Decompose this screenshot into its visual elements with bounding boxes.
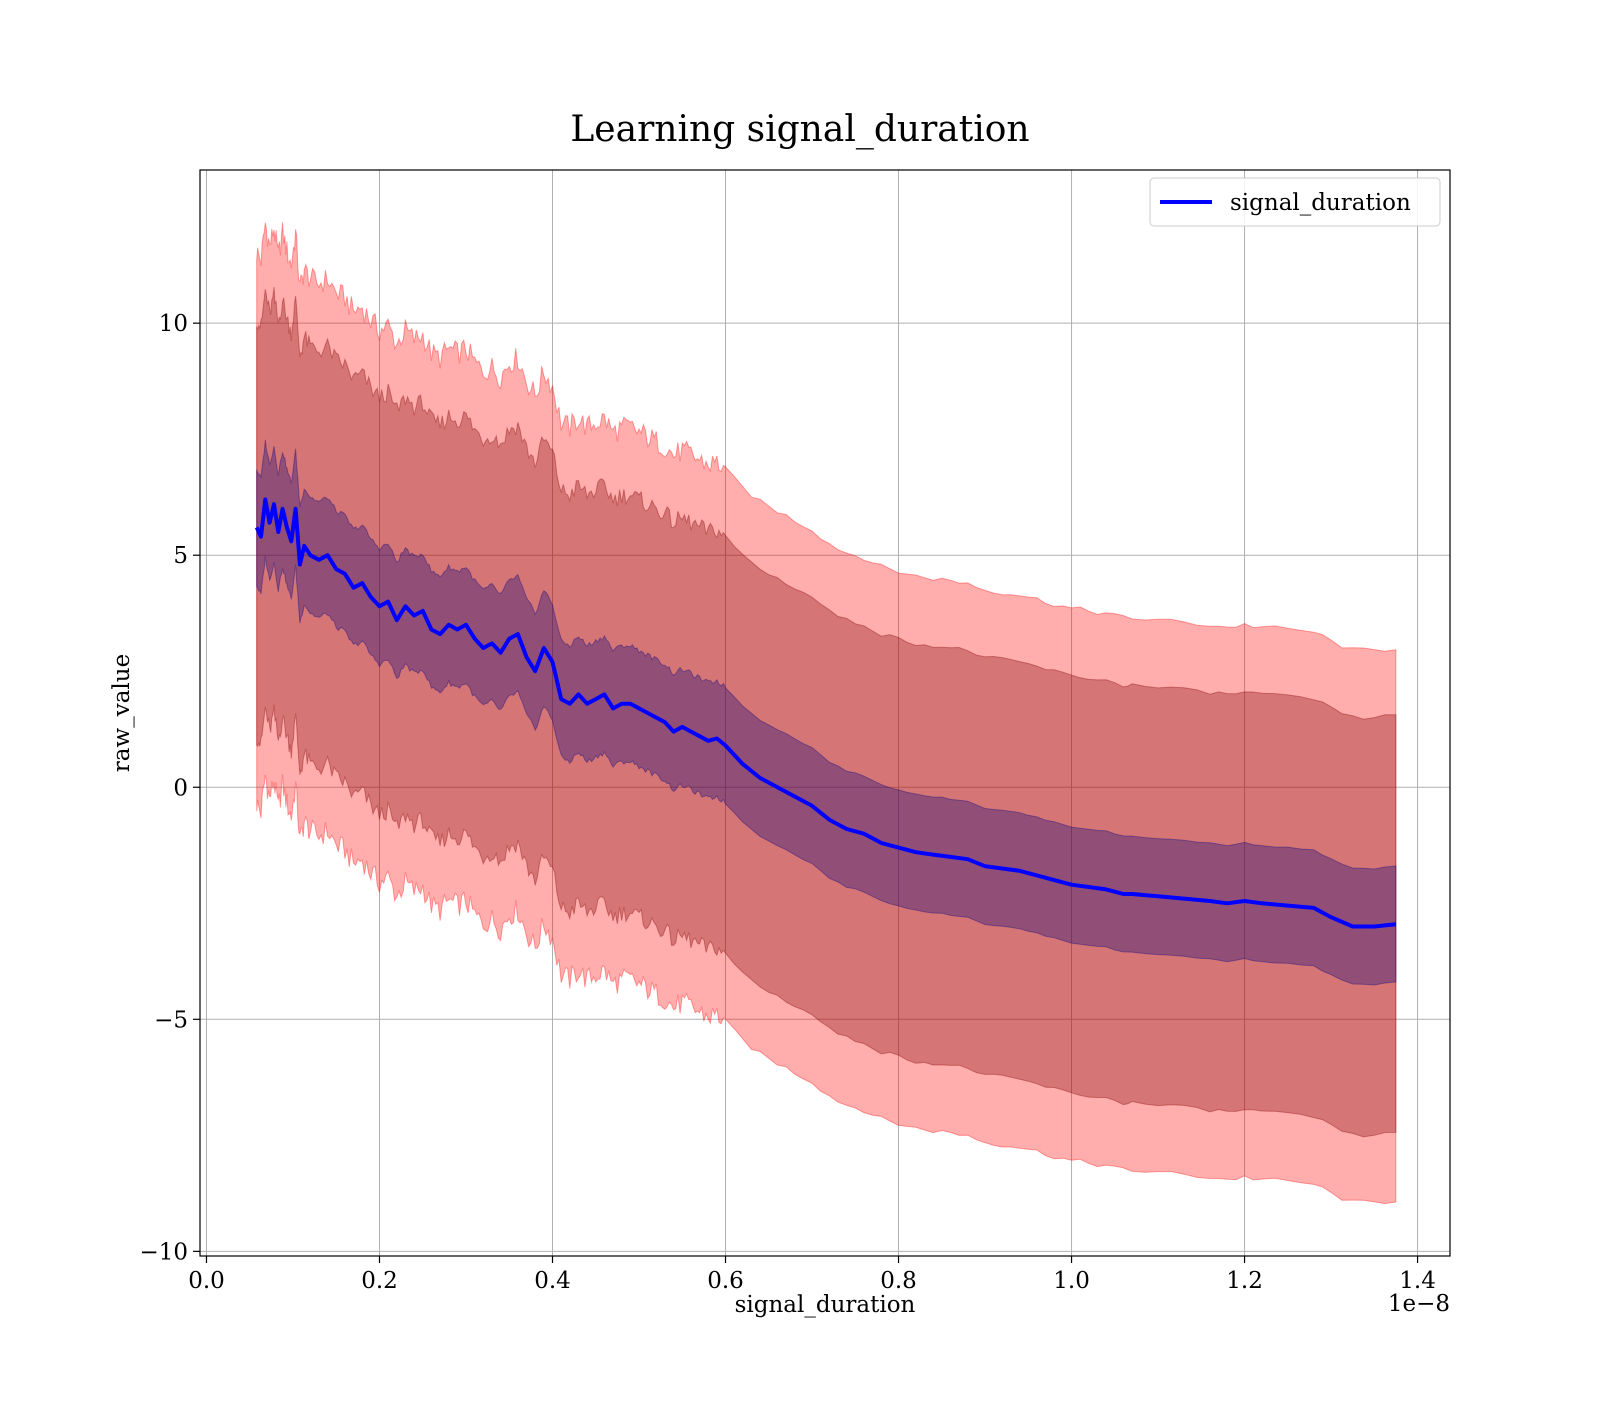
x-tick-label: 1.4 [1399, 1268, 1436, 1294]
x-axis-label: signal_duration [735, 1292, 916, 1318]
plot-frame [199, 169, 1451, 1257]
band-middle [256, 286, 1397, 1138]
y-axis-label: raw_value [109, 654, 135, 772]
y-tick-label: 10 [159, 311, 188, 337]
legend-label: signal_duration [1230, 190, 1411, 216]
y-tick-label: −10 [139, 1239, 188, 1265]
x-tick-label: 0.6 [707, 1268, 744, 1294]
grid [200, 170, 1450, 1256]
series-line-signal-duration [254, 497, 1397, 929]
chart-title: Learning signal_duration [570, 109, 1029, 150]
legend: signal_duration [1149, 177, 1441, 227]
axis-ticks: 0.0 0.2 0.4 0.6 0.8 1.0 1.2 1.4 −10 −5 0 5 10 [139, 311, 1435, 1294]
x-tick-label: 0.8 [880, 1268, 917, 1294]
y-tick-label: −5 [154, 1007, 188, 1033]
x-tick-label: 0.4 [534, 1268, 571, 1294]
uncertainty-bands [256, 222, 1397, 1205]
x-tick-label: 1.2 [1226, 1268, 1263, 1294]
band-outer [256, 222, 1397, 1205]
band-inner [256, 439, 1397, 986]
x-axis-offset-text: 1e−8 [1388, 1291, 1450, 1317]
y-tick-label: 5 [173, 543, 188, 569]
series-lines [254, 497, 1397, 929]
legend-box [1149, 177, 1441, 227]
x-tick-label: 0.0 [188, 1268, 225, 1294]
y-tick-label: 0 [173, 775, 188, 801]
x-tick-label: 1.0 [1053, 1268, 1090, 1294]
x-tick-label: 0.2 [361, 1268, 398, 1294]
